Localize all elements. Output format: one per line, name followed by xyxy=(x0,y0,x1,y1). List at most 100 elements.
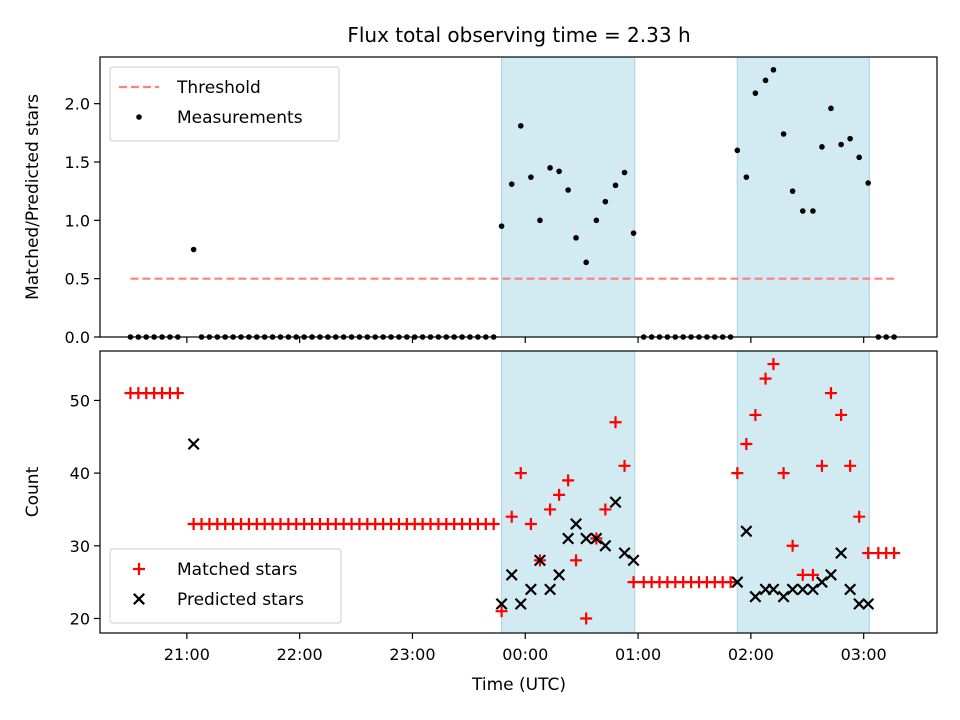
data-point xyxy=(487,517,500,530)
y-tick-label: 1.0 xyxy=(65,211,90,230)
legend-swatch xyxy=(133,593,145,605)
data-point xyxy=(599,539,612,552)
data-point xyxy=(888,547,901,560)
data-point xyxy=(853,510,866,523)
data-point xyxy=(627,576,640,589)
data-point xyxy=(731,576,744,589)
data-point xyxy=(759,372,772,385)
data-point xyxy=(762,77,769,84)
data-point xyxy=(777,467,790,480)
data-point xyxy=(724,576,737,589)
data-point xyxy=(749,408,762,421)
data-point xyxy=(862,597,875,610)
data-point xyxy=(171,387,184,400)
data-point xyxy=(514,467,527,480)
observing-interval-shade xyxy=(501,57,635,337)
data-point xyxy=(731,467,744,480)
data-point xyxy=(786,583,799,596)
data-point xyxy=(630,230,637,236)
data-point xyxy=(547,165,553,171)
data-point xyxy=(806,568,819,581)
data-point xyxy=(835,408,848,421)
data-point xyxy=(767,583,780,596)
chart-title: Flux total observing time = 2.33 h xyxy=(347,23,690,47)
data-point xyxy=(796,568,809,581)
legend-box xyxy=(109,66,340,142)
legend-box xyxy=(109,548,342,624)
data-point xyxy=(599,503,612,516)
x-tick-label: 21:00 xyxy=(164,645,210,664)
data-point xyxy=(743,174,750,180)
y-tick-label: 20 xyxy=(70,609,90,628)
data-point xyxy=(740,525,753,538)
x-tick-label: 23:00 xyxy=(389,645,435,664)
data-point xyxy=(580,532,593,545)
x-axis-label: Time (UTC) xyxy=(471,675,566,695)
data-point xyxy=(853,597,866,610)
data-point xyxy=(780,131,787,137)
y-tick-label: 40 xyxy=(70,464,90,483)
panel-counts: 20 30 40 50 21:00 22:00 23:00 00:00 01:00 02:00 03… xyxy=(23,350,938,664)
data-point xyxy=(505,510,518,523)
legend: Matched stars Predicted stars xyxy=(109,548,342,624)
data-point xyxy=(528,174,534,180)
data-point xyxy=(508,181,515,187)
data-point xyxy=(824,568,837,581)
data-point xyxy=(573,235,579,241)
data-point xyxy=(553,488,566,501)
data-point xyxy=(533,554,546,567)
x-tick-label: 22:00 xyxy=(277,645,323,664)
data-point xyxy=(796,583,809,596)
data-point xyxy=(602,198,609,205)
y-tick-label: 50 xyxy=(70,391,90,410)
data-point xyxy=(190,246,197,253)
data-point xyxy=(495,605,508,618)
observing-interval-shade xyxy=(737,57,870,337)
series-matched-stars xyxy=(124,358,901,625)
data-point xyxy=(580,612,593,625)
legend-label: Measurements xyxy=(177,108,303,128)
data-point xyxy=(562,532,575,545)
x-tick-label: 02:00 xyxy=(728,645,774,664)
data-point xyxy=(612,182,619,189)
data-point xyxy=(524,583,537,596)
y-axis-label: Matched/Predicted stars xyxy=(23,94,43,300)
data-point xyxy=(187,438,200,451)
data-point xyxy=(835,547,848,560)
data-point xyxy=(570,518,583,530)
panel-ratio: 0.0 0.5 1.0 1.5 2.0 Matched/Predicted stars Th… xyxy=(23,56,938,347)
legend-swatch xyxy=(133,563,145,575)
x-tick-label: 01:00 xyxy=(615,645,661,664)
legend-swatch xyxy=(136,114,142,120)
legend-label: Threshold xyxy=(176,78,261,98)
data-point xyxy=(810,208,816,214)
data-point xyxy=(844,459,857,472)
data-point xyxy=(815,459,828,472)
data-point xyxy=(767,358,780,371)
data-point xyxy=(498,223,505,229)
data-point xyxy=(847,135,853,142)
y-tick-label: 2.0 xyxy=(65,95,90,114)
data-point xyxy=(544,583,557,596)
data-point xyxy=(556,168,562,175)
data-point xyxy=(815,576,828,589)
data-point xyxy=(593,217,600,224)
data-point xyxy=(505,568,518,581)
data-point xyxy=(565,187,571,193)
data-point xyxy=(789,188,796,194)
observing-interval-shade xyxy=(501,351,635,633)
data-point xyxy=(786,539,799,552)
data-point xyxy=(618,547,631,560)
data-point xyxy=(517,123,524,129)
data-point xyxy=(740,438,753,451)
y-axis-label: Count xyxy=(23,466,43,517)
data-point xyxy=(799,208,806,214)
data-point xyxy=(583,259,589,266)
y-tick-label: 0.0 xyxy=(65,328,90,347)
data-point xyxy=(562,474,575,487)
legend: Threshold Measurements xyxy=(109,66,340,142)
data-point xyxy=(514,597,527,610)
data-point xyxy=(777,590,790,603)
data-point xyxy=(553,568,566,581)
